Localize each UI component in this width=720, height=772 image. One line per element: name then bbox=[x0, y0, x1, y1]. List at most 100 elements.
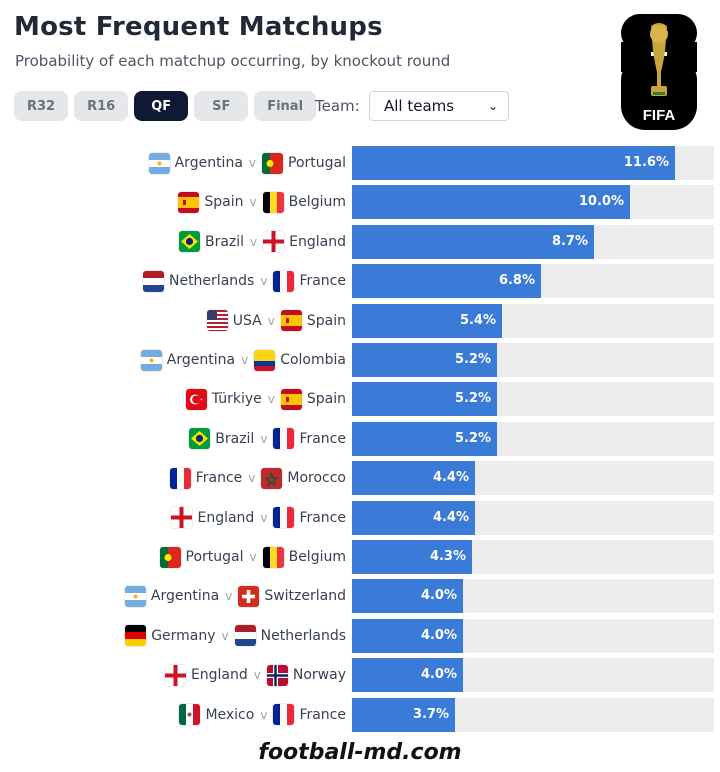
value-label: 10.0% bbox=[578, 194, 624, 210]
belgium-flag-icon bbox=[262, 191, 284, 213]
matchup-row: 3.7% Mexico v France bbox=[0, 697, 720, 732]
value-label: 6.8% bbox=[498, 273, 535, 289]
tab-sf[interactable]: SF bbox=[194, 91, 249, 121]
versus-separator: v bbox=[248, 156, 257, 170]
chart-subtitle: Probability of each matchup occurring, b… bbox=[15, 52, 451, 70]
value-label: 4.0% bbox=[420, 627, 457, 643]
team-select[interactable]: All teams ⌄ bbox=[369, 91, 509, 121]
versus-separator: v bbox=[225, 589, 233, 604]
mexico-flag-icon bbox=[179, 704, 201, 726]
team-b-name: Norway bbox=[292, 667, 346, 684]
value-label: 4.0% bbox=[420, 588, 457, 604]
value-label: 3.7% bbox=[412, 706, 449, 722]
spain-flag-icon bbox=[280, 310, 302, 332]
matchup-bar-chart: 11.6% Argentina v Portugal 10.0% Spain v Belgiu… bbox=[0, 144, 720, 734]
team-b-name: France bbox=[299, 430, 346, 447]
versus-separator: v bbox=[249, 195, 257, 210]
team-a-name: England bbox=[197, 509, 255, 526]
matchup-label: England v France bbox=[171, 501, 346, 535]
matchup-row: 5.2% Türkiye v Spain bbox=[0, 382, 720, 417]
versus-separator: v bbox=[260, 431, 268, 446]
matchup-row: 8.7% Brazil v England bbox=[0, 224, 720, 259]
brazil-flag-icon bbox=[189, 428, 211, 450]
value-label: 5.4% bbox=[459, 312, 496, 328]
matchup-label: England v Norway bbox=[164, 658, 346, 692]
watermark: football-md.com bbox=[258, 740, 462, 765]
versus-separator: v bbox=[250, 234, 258, 249]
matchup-row: 11.6% Argentina v Portugal bbox=[0, 146, 720, 180]
versus-separator: v bbox=[260, 707, 268, 722]
team-b-name: Portugal bbox=[288, 155, 346, 171]
bar bbox=[352, 382, 497, 417]
matchup-row: 5.4% USA v Spain bbox=[0, 303, 720, 338]
matchup-label: USA v Spain bbox=[206, 304, 346, 338]
matchup-row: 6.8% Netherlands v France bbox=[0, 264, 720, 299]
value-label: 8.7% bbox=[551, 233, 588, 249]
bar bbox=[352, 224, 594, 259]
norway-flag-icon bbox=[266, 664, 288, 686]
portugal-flag-icon bbox=[159, 546, 181, 568]
tab-final[interactable]: Final bbox=[254, 91, 317, 121]
france-flag-icon bbox=[169, 467, 191, 489]
team-a-name: Türkiye bbox=[211, 391, 262, 408]
team-a-name: Spain bbox=[204, 194, 244, 211]
chevron-down-icon: ⌄ bbox=[487, 99, 498, 113]
matchup-row: 4.3% Portugal v Belgium bbox=[0, 540, 720, 574]
value-label: 4.3% bbox=[429, 549, 466, 564]
matchup-row: 4.0% Germany v Netherlands bbox=[0, 618, 720, 653]
team-b-name: England bbox=[289, 233, 346, 250]
team-b-name: Colombia bbox=[280, 352, 346, 368]
team-a-name: Germany bbox=[151, 627, 216, 644]
switzerland-flag-icon bbox=[238, 585, 260, 607]
matchup-row: 10.0% Spain v Belgium bbox=[0, 185, 720, 220]
matchup-row: 4.0% Argentina v Switzerland bbox=[0, 579, 720, 614]
spain-flag-icon bbox=[178, 191, 200, 213]
england-flag-icon bbox=[263, 231, 285, 253]
bar bbox=[352, 461, 475, 496]
netherlands-flag-icon bbox=[234, 625, 256, 647]
value-label: 5.2% bbox=[454, 352, 491, 367]
matchup-label: Mexico v France bbox=[179, 698, 346, 732]
morocco-flag-icon bbox=[261, 467, 283, 489]
matchup-label: France v Morocco bbox=[169, 461, 346, 495]
bar bbox=[352, 303, 502, 338]
matchup-label: Argentina v Portugal bbox=[148, 146, 346, 180]
bar bbox=[352, 264, 541, 299]
versus-separator: v bbox=[221, 628, 229, 643]
team-a-name: Portugal bbox=[185, 549, 244, 565]
brazil-flag-icon bbox=[178, 231, 200, 253]
bar bbox=[352, 146, 675, 180]
germany-flag-icon bbox=[125, 625, 147, 647]
team-b-name: Belgium bbox=[288, 194, 346, 211]
team-b-name: Netherlands bbox=[260, 627, 346, 644]
team-a-name: Argentina bbox=[166, 352, 236, 368]
team-filter-label: Team: bbox=[315, 97, 360, 115]
value-label: 4.4% bbox=[432, 509, 469, 525]
france-flag-icon bbox=[273, 507, 295, 529]
bar bbox=[352, 185, 630, 220]
matchup-row: 4.0% England v Norway bbox=[0, 658, 720, 693]
team-a-name: Mexico bbox=[205, 706, 255, 723]
versus-separator: v bbox=[267, 313, 275, 328]
value-label: 11.6% bbox=[623, 155, 669, 170]
team-a-name: USA bbox=[232, 312, 262, 329]
team-b-name: France bbox=[299, 509, 346, 526]
chart-title: Most Frequent Matchups bbox=[14, 12, 383, 42]
bar bbox=[352, 658, 463, 693]
matchup-label: Brazil v England bbox=[178, 225, 346, 259]
value-label: 5.2% bbox=[454, 430, 491, 446]
team-a-name: England bbox=[190, 667, 248, 684]
versus-separator: v bbox=[253, 668, 261, 683]
colombia-flag-icon bbox=[254, 349, 276, 371]
tab-qf[interactable]: QF bbox=[134, 91, 189, 121]
tab-r16[interactable]: R16 bbox=[74, 91, 129, 121]
argentina-flag-icon bbox=[140, 349, 162, 371]
bar bbox=[352, 618, 463, 653]
team-a-name: France bbox=[195, 470, 243, 487]
team-select-value: All teams bbox=[384, 97, 455, 115]
team-b-name: Morocco bbox=[287, 470, 346, 487]
team-b-name: Belgium bbox=[288, 549, 346, 565]
tab-r32[interactable]: R32 bbox=[14, 91, 69, 121]
fifa-logo-text: FIFA bbox=[643, 107, 676, 124]
matchup-row: 5.2% Brazil v France bbox=[0, 421, 720, 456]
